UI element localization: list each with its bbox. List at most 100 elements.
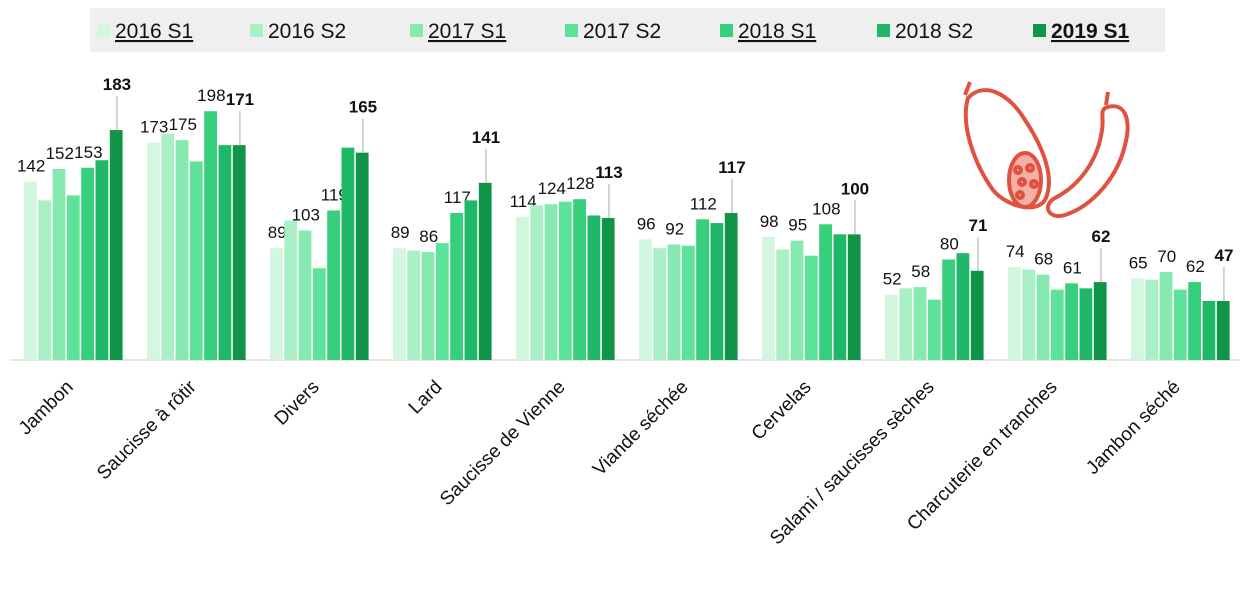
data-label: 74 [1006,242,1025,261]
legend-label: 2019 S1 [1051,20,1130,43]
data-label: 152 [46,144,74,163]
bar [422,252,435,360]
bar [1188,282,1201,360]
bar [270,248,283,360]
data-label: 175 [169,115,197,134]
data-label: 142 [17,157,45,176]
bar [1065,283,1078,360]
data-label: 70 [1157,247,1176,266]
bar [682,246,695,360]
bar [342,148,355,360]
bar [1131,278,1144,360]
data-label: 98 [760,212,779,231]
bar [899,288,912,360]
bar [530,205,543,360]
x-tick-label: Jambon [15,377,78,440]
bar [1051,290,1064,360]
data-label: 86 [419,227,438,246]
bar [588,216,601,361]
data-label: 47 [1214,246,1233,265]
bar [1217,301,1230,360]
data-label: 113 [595,163,622,182]
bar [696,219,709,360]
bar [204,111,217,360]
bar [711,223,724,360]
data-label: 61 [1063,258,1082,277]
x-tick-label: Divers [271,377,324,430]
bar [602,218,615,360]
bar [957,253,970,360]
bar [53,169,66,360]
bar [1037,275,1050,360]
x-tick-label: Lard [405,377,447,419]
legend-swatch [250,24,263,37]
bar [284,221,297,360]
bar [1203,301,1216,360]
bar [971,271,984,360]
data-label: 62 [1186,257,1205,276]
bar [190,161,203,360]
data-label: 65 [1129,253,1148,272]
bar [327,210,340,360]
data-label: 141 [472,128,500,147]
data-label: 171 [226,90,254,109]
x-tick-label: Cervelas [748,377,816,445]
data-label: 52 [883,270,902,289]
data-label: 95 [788,216,807,235]
legend-swatch [410,24,423,37]
data-label: 108 [812,199,840,218]
legend-swatch [877,24,890,37]
bar [110,130,123,360]
bar [1008,267,1021,360]
data-label: 103 [292,206,320,225]
data-label: 112 [690,194,717,213]
data-label: 96 [637,214,656,233]
x-tick-label: Saucisse à rôtir [93,376,201,484]
bar [81,168,94,360]
bar [407,251,420,360]
bar [161,134,174,360]
bar [791,241,804,360]
legend-label: 2016 S2 [268,20,346,43]
data-label: 100 [841,179,869,198]
bar [1022,270,1035,360]
data-label: 183 [103,75,131,94]
bar [450,213,463,360]
bar [313,268,326,360]
bar [819,224,832,360]
bar [725,213,738,360]
data-label: 153 [74,143,102,162]
bar [559,202,572,360]
bar [1080,288,1093,360]
data-label: 198 [197,86,225,105]
bar [805,256,818,360]
bar [436,243,449,360]
data-label: 89 [268,223,287,242]
bar [479,183,492,360]
x-tick-label: Jambon séché [1082,377,1184,479]
bar [885,295,898,360]
bar [668,244,681,360]
x-tick-label: Saucisse de Vienne [436,377,569,510]
bar [653,248,666,360]
bar [299,231,312,360]
legend-swatch [565,24,578,37]
bar [465,200,478,360]
bar [38,200,51,360]
data-label: 128 [566,174,594,193]
bar [393,248,406,360]
sausage-icon [965,82,1128,216]
legend-swatch [1033,24,1046,37]
legend-label: 2017 S1 [428,20,506,43]
bar [147,143,160,360]
bar [96,160,109,360]
bar [639,239,652,360]
bar [1174,290,1187,360]
bar [1160,272,1173,360]
data-label: 58 [911,262,930,281]
bar [942,259,955,360]
data-label: 89 [391,223,410,242]
bar [545,204,558,360]
x-tick-label: Viande séchée [589,377,693,481]
legend-swatch [97,24,110,37]
